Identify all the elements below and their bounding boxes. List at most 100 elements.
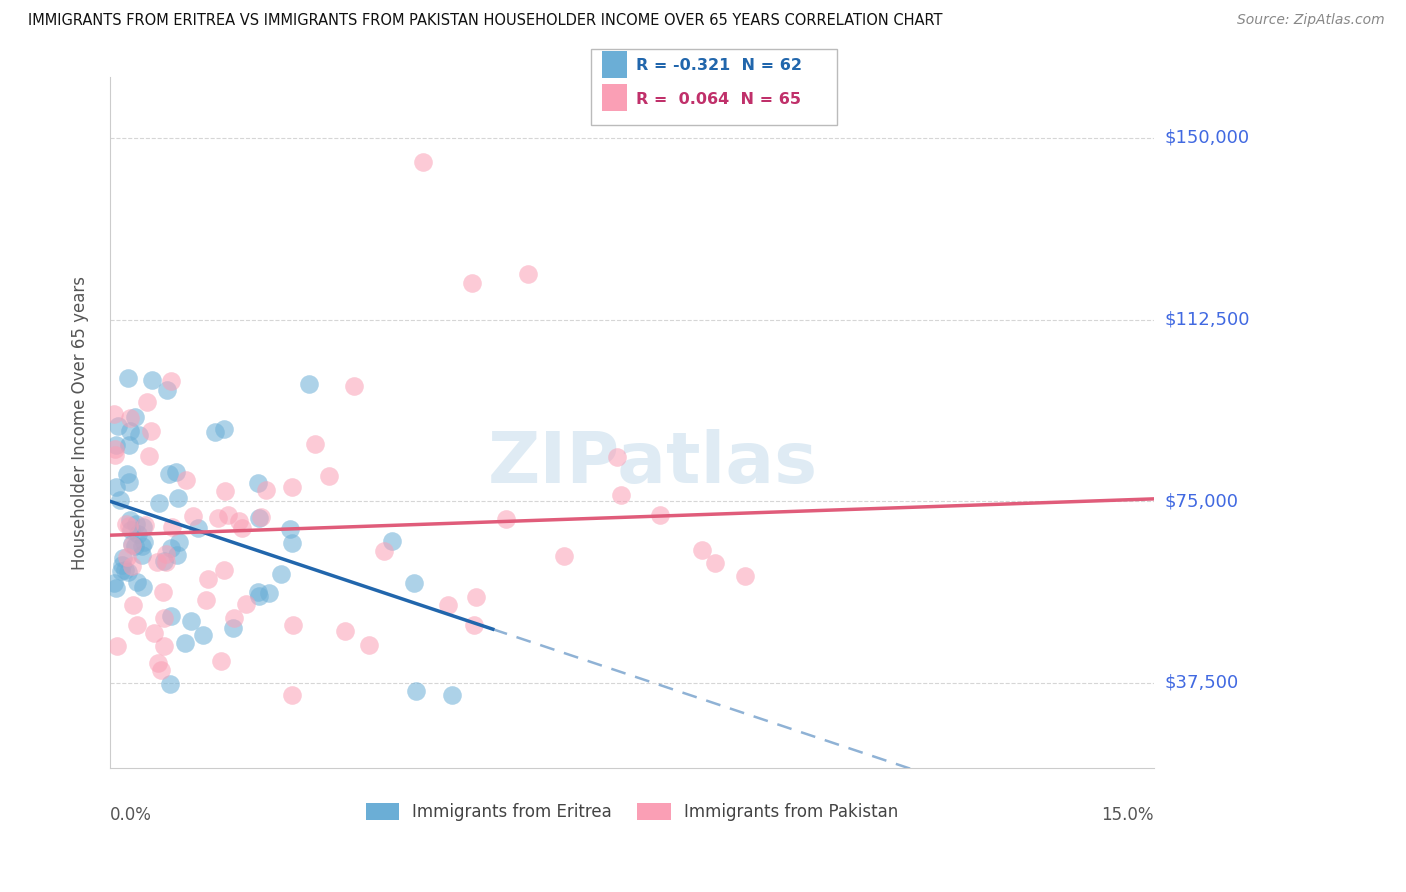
Point — [117, 467, 139, 481]
Point — [254, 483, 277, 497]
Point — [180, 614, 202, 628]
Point — [373, 544, 395, 558]
Point — [155, 555, 177, 569]
Point — [155, 547, 177, 561]
Point — [111, 551, 134, 566]
Point — [118, 519, 141, 533]
Point — [281, 688, 304, 702]
Point — [110, 493, 132, 508]
Point — [141, 373, 163, 387]
Point — [159, 541, 181, 556]
Point — [111, 558, 134, 572]
Point — [104, 480, 127, 494]
Point — [176, 473, 198, 487]
Point — [114, 563, 136, 577]
Point — [118, 438, 141, 452]
Point — [270, 567, 292, 582]
Point — [132, 520, 155, 534]
Point — [212, 422, 235, 436]
Point — [153, 611, 176, 625]
Point — [115, 516, 138, 531]
Point — [405, 684, 427, 698]
Point — [228, 514, 250, 528]
Point — [104, 581, 127, 595]
Point — [131, 540, 153, 554]
Point — [381, 534, 404, 549]
Point — [465, 591, 488, 605]
Point — [153, 554, 176, 568]
Point — [118, 475, 141, 489]
Point — [246, 585, 269, 599]
Point — [153, 639, 176, 653]
Point — [141, 424, 163, 438]
Point — [333, 624, 356, 638]
Point — [281, 536, 304, 550]
Point — [250, 510, 273, 524]
Point — [166, 548, 188, 562]
Point — [118, 424, 141, 438]
Point — [103, 407, 125, 421]
Text: $75,000: $75,000 — [1166, 492, 1239, 510]
Point — [160, 520, 183, 534]
Point — [235, 597, 257, 611]
Point — [104, 437, 127, 451]
Point — [104, 448, 127, 462]
Point — [212, 563, 235, 577]
Point — [209, 654, 232, 668]
Point — [136, 395, 159, 409]
Point — [132, 580, 155, 594]
Point — [115, 549, 138, 564]
Point — [194, 592, 217, 607]
Point — [343, 379, 366, 393]
Text: ZIPatlas: ZIPatlas — [488, 429, 818, 499]
Point — [318, 468, 340, 483]
Point — [124, 410, 146, 425]
Point — [606, 450, 628, 464]
Point — [127, 527, 149, 541]
Point — [148, 656, 170, 670]
Point — [167, 535, 190, 549]
Point — [110, 565, 132, 579]
Point — [734, 568, 756, 582]
Point — [131, 548, 153, 562]
Point — [207, 511, 229, 525]
Point — [156, 383, 179, 397]
Point — [125, 516, 148, 531]
Point — [134, 535, 156, 549]
Point — [412, 155, 434, 169]
Text: IMMIGRANTS FROM ERITREA VS IMMIGRANTS FROM PAKISTAN HOUSEHOLDER INCOME OVER 65 Y: IMMIGRANTS FROM ERITREA VS IMMIGRANTS FR… — [28, 13, 942, 29]
Point — [128, 428, 150, 442]
Text: $150,000: $150,000 — [1166, 129, 1250, 147]
Point — [117, 566, 139, 580]
Point — [107, 418, 129, 433]
Point — [173, 636, 195, 650]
Point — [125, 575, 148, 590]
Point — [121, 537, 143, 551]
Point — [516, 267, 538, 281]
Point — [117, 370, 139, 384]
Point — [167, 491, 190, 506]
Point — [165, 465, 187, 479]
Point — [124, 539, 146, 553]
Point — [357, 638, 380, 652]
Text: 15.0%: 15.0% — [1101, 805, 1154, 823]
Point — [160, 374, 183, 388]
Point — [104, 442, 127, 457]
Point — [222, 611, 245, 625]
Point — [120, 513, 142, 527]
Point — [402, 575, 425, 590]
Point — [105, 639, 128, 653]
Legend: Immigrants from Eritrea, Immigrants from Pakistan: Immigrants from Eritrea, Immigrants from… — [366, 804, 898, 822]
Point — [148, 496, 170, 510]
Point — [648, 508, 671, 522]
Point — [127, 618, 149, 632]
Point — [204, 425, 226, 440]
Point — [247, 590, 270, 604]
Text: 0.0%: 0.0% — [110, 805, 152, 823]
Text: $112,500: $112,500 — [1166, 310, 1250, 328]
Point — [121, 559, 143, 574]
Point — [122, 599, 145, 613]
Point — [463, 618, 485, 632]
Text: Source: ZipAtlas.com: Source: ZipAtlas.com — [1237, 13, 1385, 28]
Point — [298, 376, 321, 391]
